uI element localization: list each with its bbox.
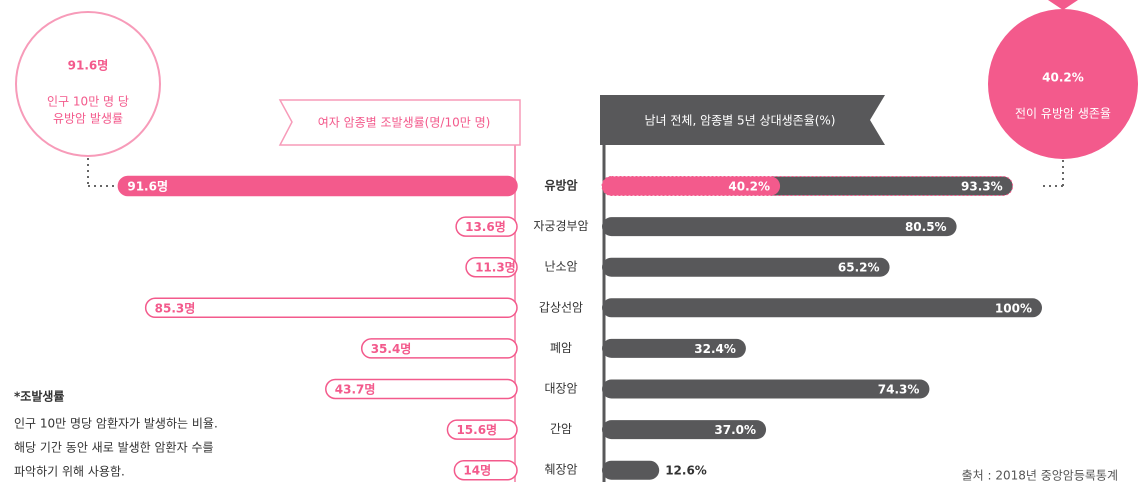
callout-value: 91.6명 — [68, 59, 109, 73]
bar — [602, 338, 746, 358]
value-label: 43.7명 — [335, 383, 376, 397]
value-label: 91.6명 — [127, 180, 168, 194]
bar — [602, 217, 957, 237]
series-header: 남녀 전체, 암종별 5년 상대생존율(%) — [645, 114, 836, 128]
category-label: 간암 — [550, 422, 572, 436]
footnote-line: 파악하기 위해 사용함. — [14, 465, 125, 479]
value-label: 14명 — [463, 464, 491, 478]
value-label: 35.4명 — [371, 342, 412, 356]
callout-line: 유방암 발생률 — [53, 112, 123, 126]
bar — [117, 175, 518, 197]
category-label: 갑상선암 — [539, 300, 583, 314]
bar — [602, 379, 930, 399]
callout-circle — [15, 11, 161, 157]
category-label: 췌장암 — [544, 463, 577, 477]
series-header: 여자 암종별 조발생률(명/10만 명) — [318, 116, 491, 130]
bar — [325, 378, 518, 400]
value-label: 65.2% — [838, 261, 880, 275]
highlight-bar — [602, 176, 781, 196]
callout-tip — [1048, 0, 1078, 10]
bar — [602, 257, 890, 277]
bar — [144, 297, 518, 319]
callout-line: 인구 10만 명 당 — [47, 95, 129, 109]
bar — [446, 419, 518, 440]
value-label: 12.6% — [665, 464, 707, 478]
footnote-title: *조발생률 — [14, 389, 64, 404]
value-label: 74.3% — [878, 383, 920, 397]
value-label: 37.0% — [714, 423, 756, 437]
bar — [602, 460, 660, 480]
bar — [360, 338, 518, 359]
footnote-line: 해당 기간 동안 새로 발생한 암환자 수를 — [14, 441, 214, 455]
bar — [602, 298, 1042, 318]
category-label: 대장암 — [544, 382, 577, 396]
header-ribbon — [278, 99, 521, 146]
bar — [602, 420, 767, 440]
value-label: 80.5% — [905, 220, 947, 234]
header-ribbon — [600, 95, 885, 145]
value-label: 93.3% — [961, 180, 1003, 194]
value-label: 11.3명 — [475, 261, 516, 275]
bar — [455, 216, 518, 237]
category-label: 유방암 — [544, 178, 577, 193]
category-label: 자궁경부암 — [533, 219, 588, 233]
callout-circle — [988, 9, 1138, 159]
value-label: 32.4% — [694, 342, 736, 356]
highlight-label: 40.2% — [728, 180, 770, 194]
bar — [453, 459, 518, 481]
source: 출처 : 2018년 중앙암등록통계 — [962, 469, 1118, 483]
callout-value: 40.2% — [1042, 71, 1084, 85]
value-label: 13.6명 — [465, 220, 506, 234]
value-label: 100% — [995, 301, 1032, 315]
bar — [465, 256, 518, 278]
value-label: 85.3명 — [155, 301, 196, 315]
category-label: 난소암 — [544, 260, 577, 274]
callout-line: 전이 유방암 생존율 — [1015, 107, 1111, 121]
category-label: 폐암 — [550, 341, 572, 355]
footnote-line: 인구 10만 명당 암환자가 발생하는 비율. — [14, 417, 218, 431]
value-label: 15.6명 — [456, 423, 497, 437]
